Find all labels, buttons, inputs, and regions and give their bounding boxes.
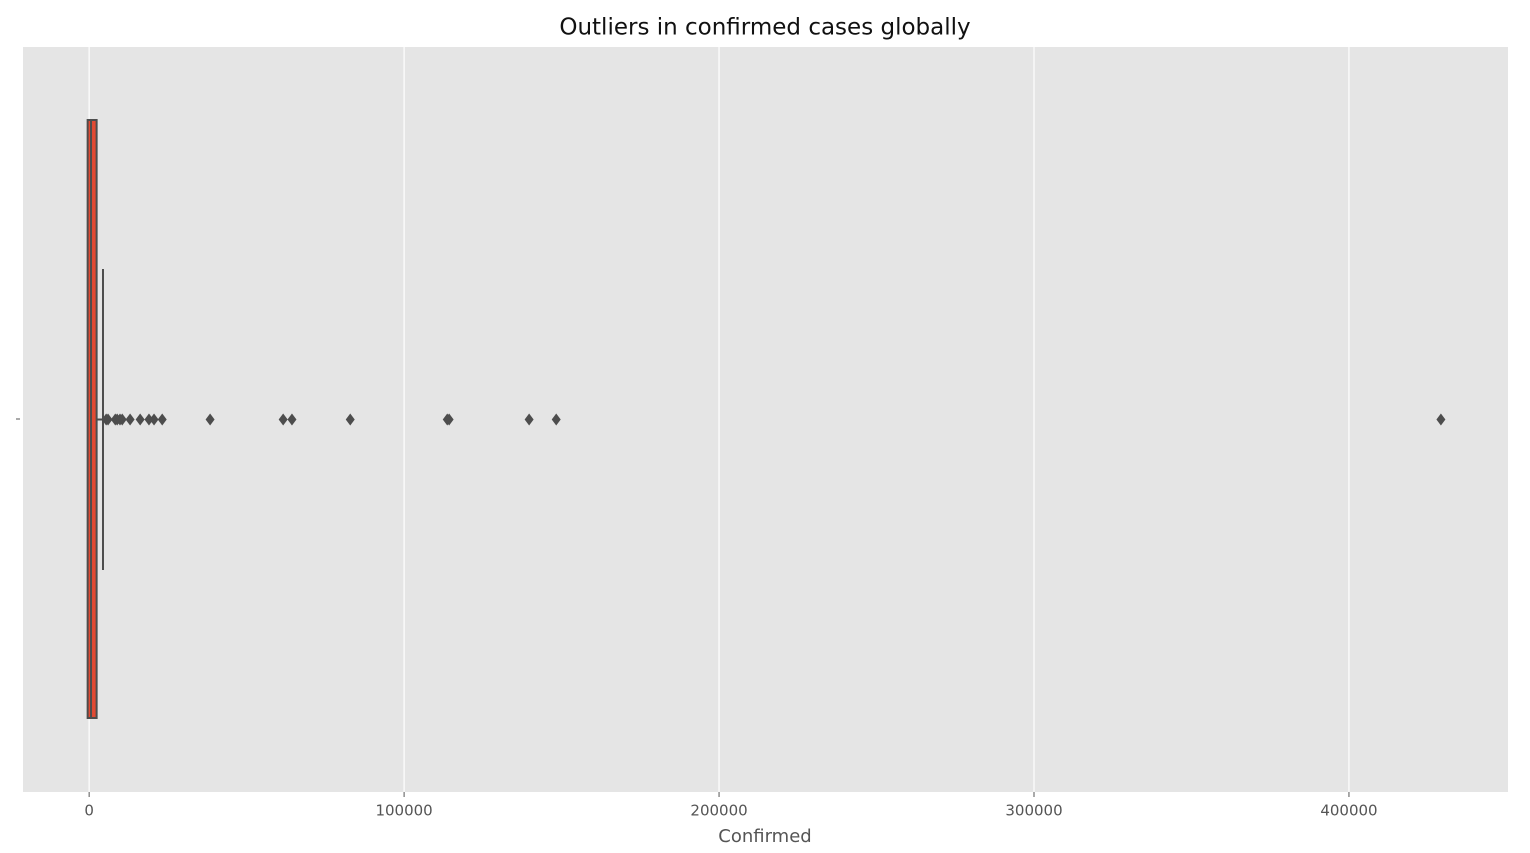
outlier	[287, 413, 297, 426]
outlier	[345, 413, 355, 426]
outlier	[278, 413, 288, 426]
outlier	[1436, 413, 1446, 426]
outlier	[524, 413, 534, 426]
x-tick-label: 400000	[1320, 802, 1377, 820]
outlier	[149, 413, 159, 426]
outlier	[125, 413, 135, 426]
x-tick-label: 0	[84, 802, 94, 820]
outlier	[157, 413, 167, 426]
outlier	[551, 413, 561, 426]
outlier	[135, 413, 145, 426]
outlier	[117, 413, 127, 426]
plot-area	[23, 47, 1508, 792]
x-tick-label: 300000	[1005, 802, 1062, 820]
x-tick-label: 100000	[375, 802, 432, 820]
outlier	[205, 413, 215, 426]
outlier	[444, 413, 454, 426]
x-axis-label: Confirmed	[718, 826, 811, 847]
chart-title: Outliers in confirmed cases globally	[559, 15, 970, 41]
outlier	[144, 413, 154, 426]
x-tick-label: 200000	[690, 802, 747, 820]
box	[86, 119, 98, 719]
outlier	[103, 413, 113, 426]
